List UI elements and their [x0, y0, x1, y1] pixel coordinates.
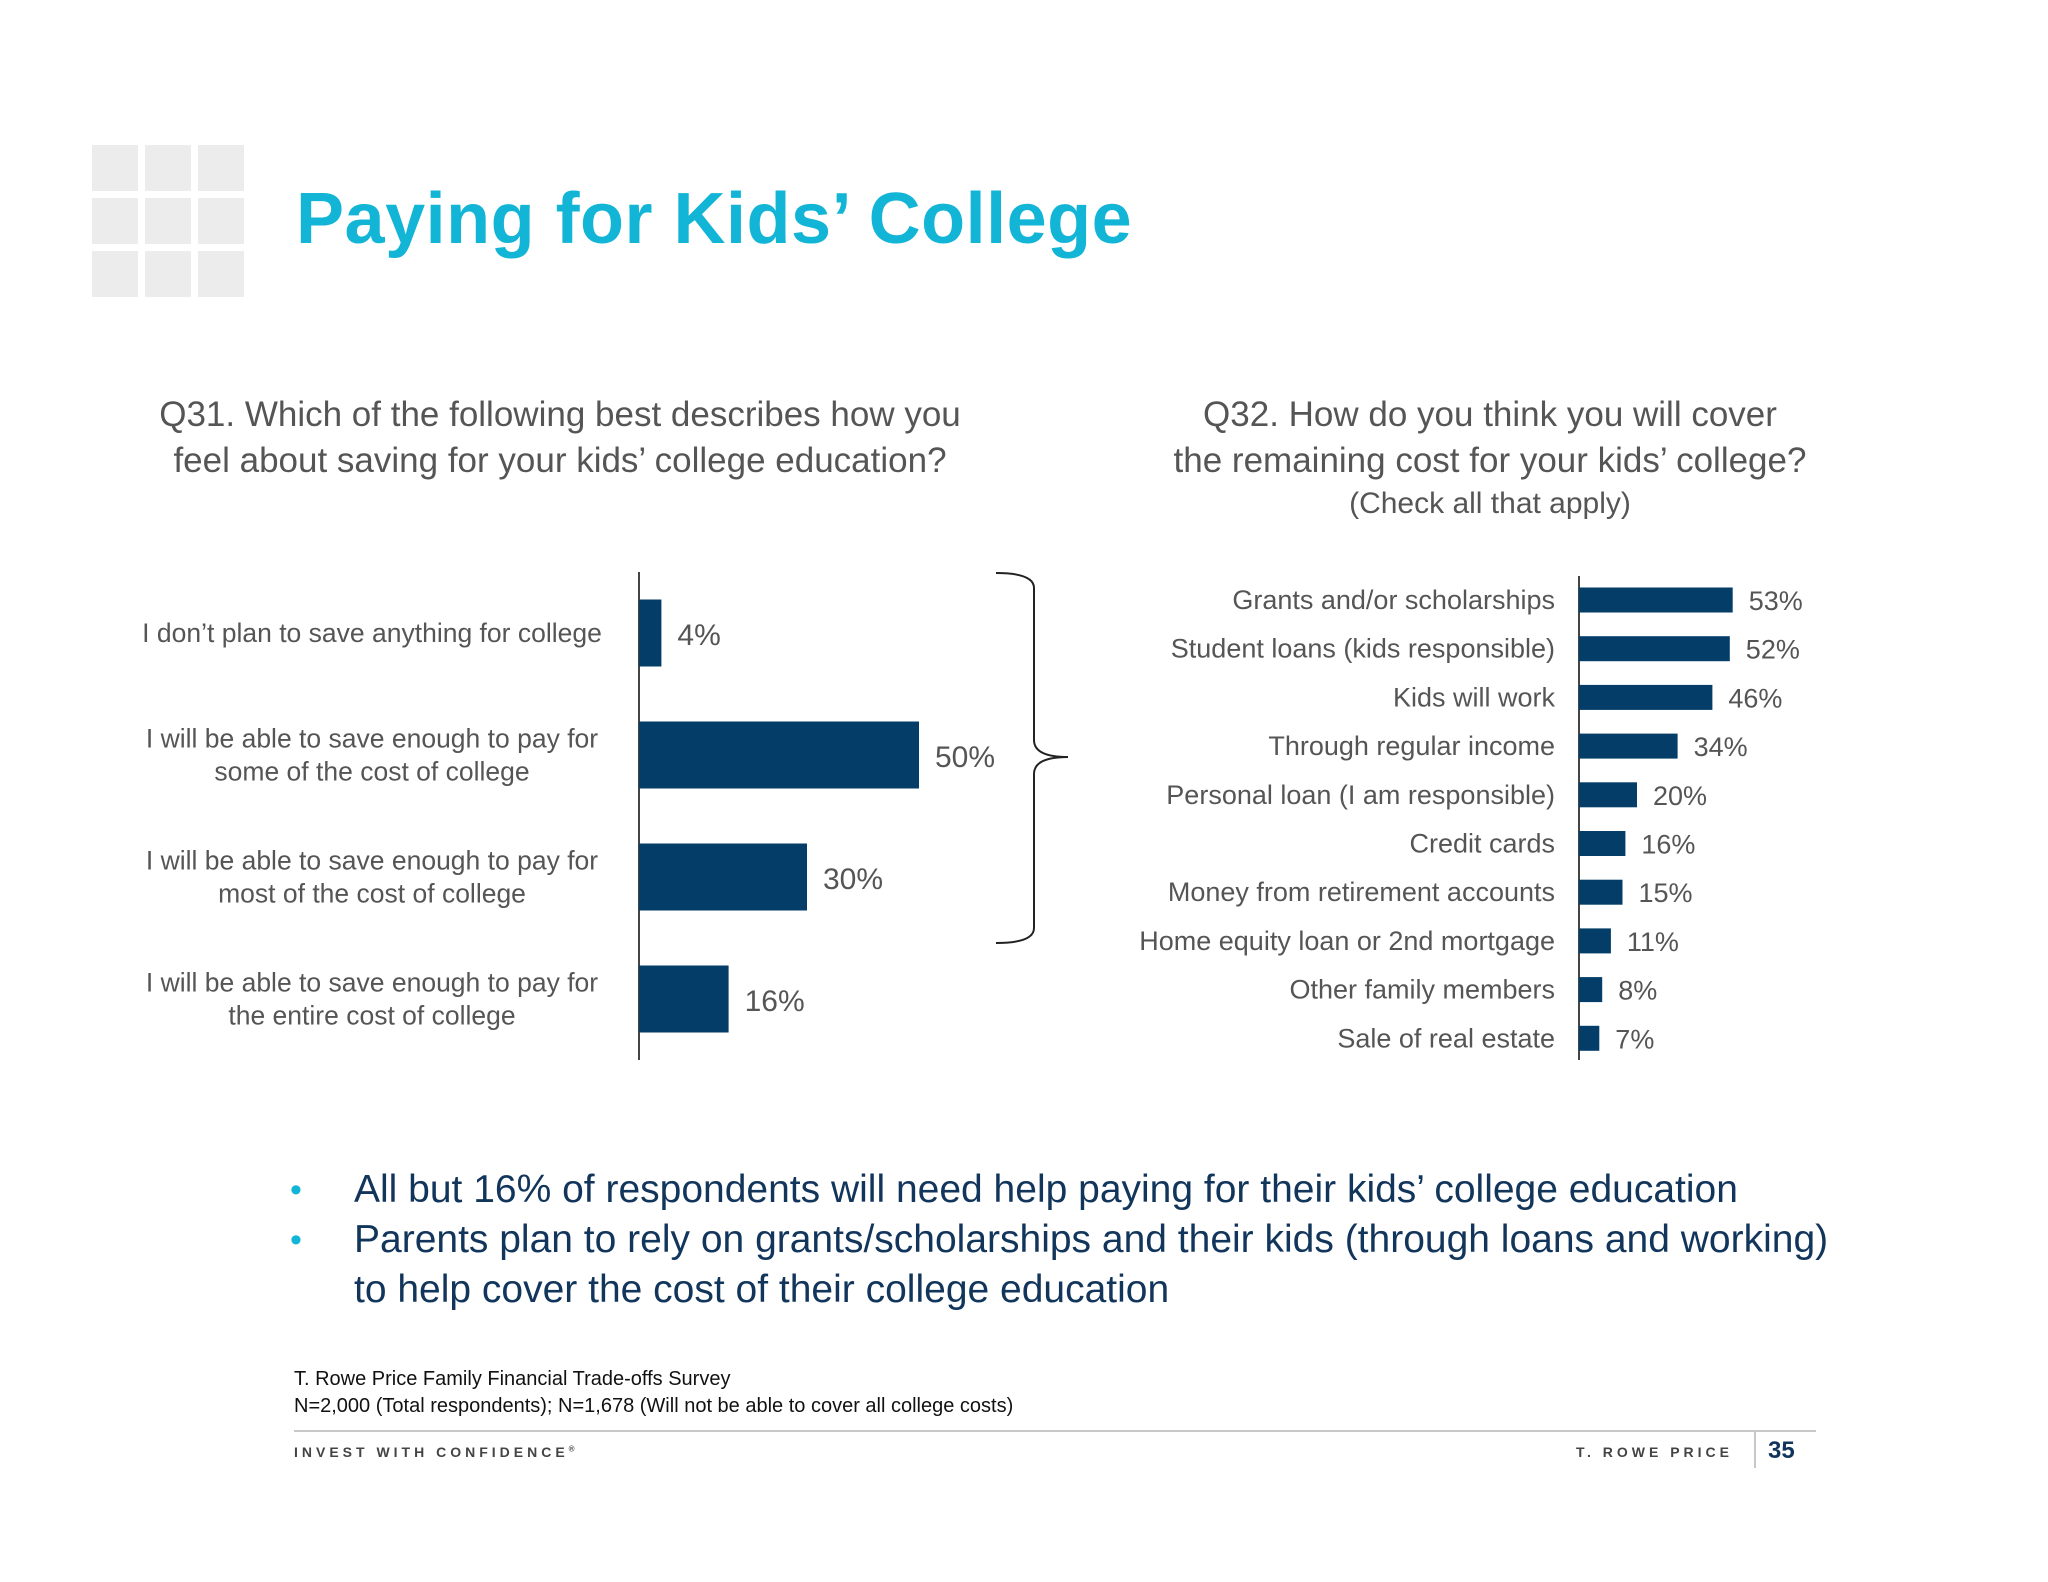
q32-bar — [1579, 831, 1626, 856]
chart-q31: 4% I don’t plan to save anything for coll… — [142, 572, 995, 1060]
q32-category-label: Credit cards — [1409, 829, 1555, 859]
q31-category-label: most of the cost of college — [218, 879, 526, 909]
q31-question-line-1: Q31. Which of the following best describ… — [159, 395, 961, 434]
q31-bar — [639, 721, 919, 789]
q31-bar — [639, 965, 729, 1033]
q32-value-label: 46% — [1728, 683, 1782, 713]
key-findings: • All but 16% of respondents will need h… — [290, 1165, 1850, 1315]
q32-category-label: Through regular income — [1268, 731, 1555, 761]
q32-bar — [1579, 928, 1611, 954]
q31-value-label: 16% — [745, 985, 805, 1018]
logo-grid — [92, 145, 244, 297]
q31-value-label: 30% — [823, 863, 883, 896]
q32-bar — [1579, 733, 1678, 759]
q32-category-label: Sale of real estate — [1337, 1023, 1555, 1053]
q32-value-label: 15% — [1639, 878, 1693, 908]
q32-bar — [1579, 879, 1623, 905]
page-title: Paying for Kids’ College — [296, 179, 1133, 259]
footer-rule — [294, 1430, 1816, 1432]
q32-category-label: Money from retirement accounts — [1168, 877, 1555, 907]
q32-bar — [1579, 782, 1637, 808]
chart-q32: 53% Grants and/or scholarships 52% Student … — [1139, 576, 1803, 1060]
page-number: 35 — [1768, 1437, 1795, 1464]
bullet-marker: • — [290, 1171, 302, 1209]
key-finding-2-text: Parents plan to rely on grants/scholarsh… — [354, 1218, 1829, 1311]
grouping-bracket — [995, 572, 1069, 944]
q32-value-label: 11% — [1627, 927, 1679, 957]
q31-category-label: I will be able to save enough to pay for — [146, 724, 598, 754]
q32-bar — [1579, 636, 1730, 662]
q31-value-label: 4% — [677, 619, 720, 652]
q32-category-label: Kids will work — [1393, 682, 1556, 712]
q32-question-line-2: the remaining cost for your kids’ colleg… — [1173, 441, 1807, 480]
q31-category-label: I will be able to save enough to pay for — [146, 846, 598, 876]
q32-question-line-1: Q32. How do you think you will cover — [1203, 395, 1777, 434]
q31-bar — [639, 843, 807, 911]
q32-value-label: 7% — [1615, 1024, 1654, 1054]
q31-question-line-2: feel about saving for your kids’ college… — [173, 441, 947, 480]
source-line-2: N=2,000 (Total respondents); N=1,678 (Wi… — [294, 1395, 1014, 1417]
q31-bar — [639, 599, 662, 667]
key-finding-1: • All but 16% of respondents will need h… — [290, 1165, 1850, 1215]
q31-value-label: 50% — [935, 741, 995, 774]
footer-brand: T. ROWE PRICE — [1576, 1444, 1734, 1460]
q32-subtitle: (Check all that apply) — [1349, 487, 1631, 520]
q32-category-label: Home equity loan or 2nd mortgage — [1139, 926, 1555, 956]
q32-category-label: Personal loan (I am responsible) — [1166, 780, 1555, 810]
q32-value-label: 8% — [1618, 976, 1657, 1006]
q32-question: Q32. How do you think you will cover the… — [1100, 392, 1880, 524]
q31-category-label: some of the cost of college — [214, 757, 529, 787]
q32-bar — [1579, 587, 1733, 613]
q31-category-label: the entire cost of college — [228, 1001, 515, 1031]
footer-tagline-text: INVEST WITH CONFIDENCE — [294, 1444, 569, 1460]
q32-category-label: Grants and/or scholarships — [1232, 585, 1555, 615]
q32-value-label: 52% — [1746, 635, 1800, 665]
q31-question: Q31. Which of the following best describ… — [100, 392, 1020, 484]
footer-tagline: INVEST WITH CONFIDENCE® — [294, 1444, 575, 1460]
q32-value-label: 16% — [1641, 830, 1695, 860]
q32-bar — [1579, 684, 1713, 710]
registered-mark: ® — [568, 1444, 575, 1454]
page-number-divider — [1754, 1432, 1756, 1468]
q32-value-label: 34% — [1694, 732, 1748, 762]
q32-bar — [1579, 1025, 1600, 1051]
q32-category-label: Other family members — [1289, 975, 1555, 1005]
q32-value-label: 53% — [1749, 586, 1803, 616]
q32-category-label: Student loans (kids responsible) — [1171, 634, 1555, 664]
key-finding-2: • Parents plan to rely on grants/scholar… — [290, 1215, 1850, 1315]
q31-category-label: I will be able to save enough to pay for — [146, 968, 598, 998]
q31-category-label: I don’t plan to save anything for colleg… — [142, 618, 602, 648]
bullet-marker: • — [290, 1221, 302, 1259]
key-finding-1-text: All but 16% of respondents will need hel… — [354, 1168, 1738, 1211]
q32-bar — [1579, 977, 1603, 1003]
q32-value-label: 20% — [1653, 781, 1707, 811]
source-note: T. Rowe Price Family Financial Trade-off… — [294, 1366, 1013, 1420]
source-line-1: T. Rowe Price Family Financial Trade-off… — [294, 1368, 731, 1390]
